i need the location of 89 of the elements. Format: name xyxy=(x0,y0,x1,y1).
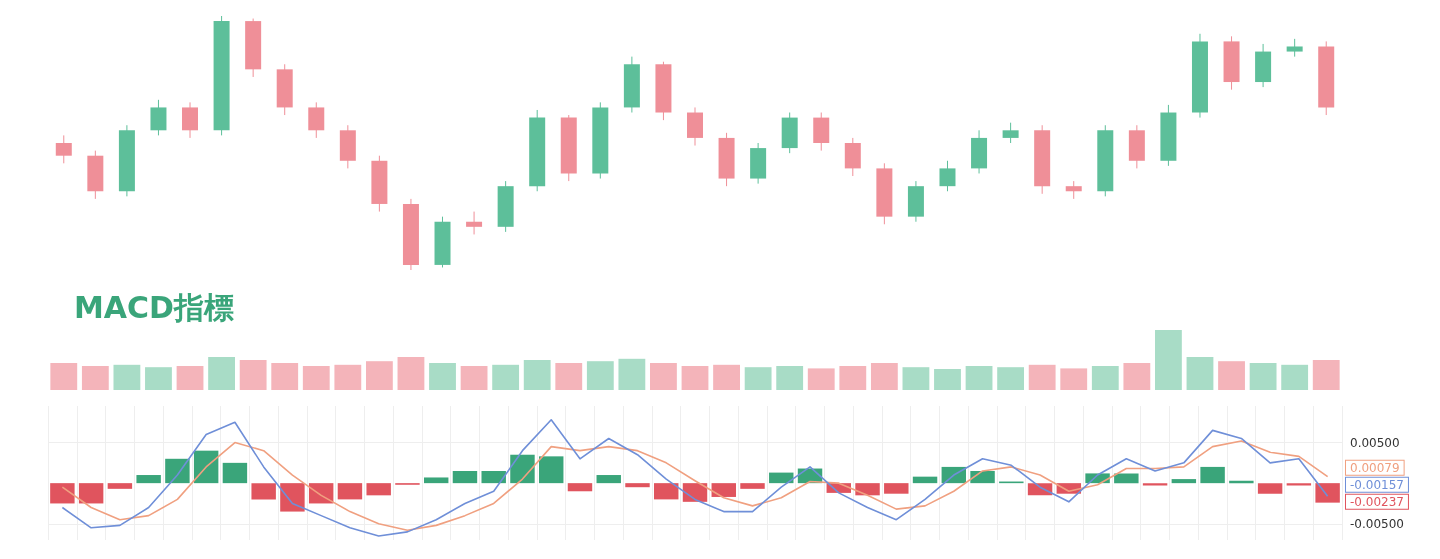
bar xyxy=(251,483,276,500)
bar xyxy=(654,483,679,500)
bar xyxy=(555,363,583,390)
bar xyxy=(107,483,133,489)
candlestick xyxy=(466,211,483,235)
bar xyxy=(1286,483,1312,486)
candlestick xyxy=(1002,122,1019,144)
bar xyxy=(239,360,267,390)
bar xyxy=(1114,473,1139,484)
bar xyxy=(965,366,993,390)
bar xyxy=(429,363,456,390)
bar xyxy=(271,363,299,390)
bar xyxy=(596,475,621,484)
candlestick xyxy=(182,101,199,139)
y-tick-label: 0.00500 xyxy=(1350,435,1400,450)
bar xyxy=(539,456,564,484)
bar xyxy=(1171,479,1197,484)
bar xyxy=(50,363,78,390)
y-tick-label: -0.00500 xyxy=(1350,516,1404,531)
bar xyxy=(776,366,804,390)
bar xyxy=(567,483,593,492)
bar xyxy=(50,483,75,504)
bar xyxy=(711,483,736,497)
bar xyxy=(1060,368,1088,390)
bar xyxy=(1091,366,1119,390)
bar xyxy=(1249,363,1277,390)
bar xyxy=(165,458,190,484)
bar xyxy=(1218,361,1245,390)
line-series xyxy=(61,440,1329,532)
bar xyxy=(855,483,880,496)
bar xyxy=(365,361,393,390)
bar xyxy=(1028,364,1056,390)
bar xyxy=(1186,357,1214,390)
candlestick xyxy=(308,101,325,139)
text: MACD指標 xyxy=(74,289,234,325)
bar xyxy=(650,363,677,390)
bar xyxy=(334,364,362,390)
bar xyxy=(78,483,104,504)
bar xyxy=(423,477,449,484)
bar xyxy=(523,360,551,390)
bar xyxy=(145,367,172,390)
bar xyxy=(222,462,248,484)
bar xyxy=(997,367,1025,390)
bar xyxy=(481,470,506,484)
text: 0.00079 xyxy=(1350,460,1400,475)
candlestick xyxy=(939,160,956,192)
bar xyxy=(744,367,772,390)
bar xyxy=(1257,483,1283,494)
bar xyxy=(740,483,765,489)
bar xyxy=(1200,466,1225,484)
bar xyxy=(193,450,219,484)
text: -0.00157 xyxy=(1350,477,1404,492)
bar xyxy=(902,367,930,390)
bar xyxy=(366,483,391,496)
bar xyxy=(460,366,488,390)
bar xyxy=(280,483,305,512)
bar xyxy=(302,366,330,390)
candlestick xyxy=(150,99,167,136)
bar xyxy=(912,476,938,484)
bar xyxy=(81,366,109,390)
bar xyxy=(839,366,867,390)
bar xyxy=(1312,360,1340,390)
line-series xyxy=(61,419,1329,537)
bar xyxy=(176,366,204,390)
bar xyxy=(870,363,898,390)
bar xyxy=(492,364,520,390)
bar xyxy=(618,358,646,390)
bar xyxy=(586,361,614,390)
bar xyxy=(625,483,650,488)
bar xyxy=(681,366,709,390)
bar xyxy=(1155,330,1182,390)
bar xyxy=(1315,483,1340,503)
bar xyxy=(884,483,909,494)
bar xyxy=(1281,364,1309,390)
bar xyxy=(208,357,235,390)
bar xyxy=(1123,363,1151,390)
candlestick xyxy=(55,134,72,164)
bar xyxy=(807,368,835,390)
bar xyxy=(934,369,961,390)
bar xyxy=(713,364,740,390)
bar xyxy=(397,357,425,390)
bar xyxy=(1142,483,1168,486)
text: -0.00237 xyxy=(1350,494,1404,509)
bar xyxy=(337,483,363,500)
bar xyxy=(113,364,141,390)
bar xyxy=(452,470,478,484)
bar xyxy=(970,470,995,484)
bar xyxy=(510,454,535,484)
bar xyxy=(136,475,161,484)
